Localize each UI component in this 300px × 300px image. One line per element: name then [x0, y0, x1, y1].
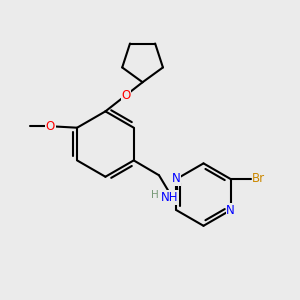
Text: O: O	[46, 120, 55, 133]
Text: H: H	[151, 190, 158, 200]
Text: N: N	[226, 204, 235, 217]
Text: O: O	[122, 88, 131, 101]
Text: NH: NH	[160, 191, 178, 204]
Text: N: N	[172, 172, 181, 185]
Text: Br: Br	[252, 172, 265, 185]
